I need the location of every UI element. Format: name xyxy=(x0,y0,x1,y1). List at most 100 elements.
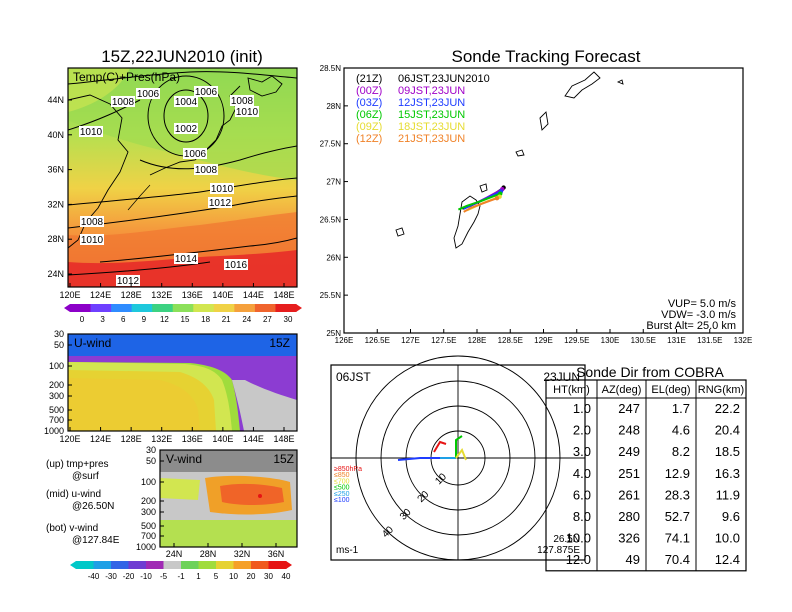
polar-height-legend-item: ≥850hPa xyxy=(334,466,362,473)
polar-height-legend-item: ≤700 xyxy=(334,478,350,485)
table-cell: 22.2 xyxy=(715,401,740,416)
u-x-tick-label: 144E xyxy=(243,434,264,444)
trajectory-line xyxy=(463,197,498,213)
colorbar-swatch xyxy=(233,561,252,569)
sonde-table-title: Sonde Dir from COBRA xyxy=(576,364,724,380)
isobar-label: 1002 xyxy=(175,124,198,135)
table-cell: 18.5 xyxy=(715,444,740,459)
table-cell: 326 xyxy=(618,531,640,546)
table-cell: 10.0 xyxy=(566,531,591,546)
temp-y-tick-label: 24N xyxy=(47,269,64,279)
table-cell: 12.0 xyxy=(566,552,591,567)
tracking-panel: Sonde Tracking Forecast (21Z) 06JST,23JUN… xyxy=(320,47,753,345)
colorbar-swatch xyxy=(181,561,199,569)
temp-x-tick-label: 128E xyxy=(121,290,142,300)
u-x-tick-label: 148E xyxy=(273,434,294,444)
legend-time: 09JST,23JUN xyxy=(398,85,465,97)
isobar-label: 1004 xyxy=(175,97,198,108)
colorbar-swatch xyxy=(275,304,297,312)
colorbar-swatch xyxy=(90,304,112,312)
colorbar-swatch xyxy=(111,561,129,569)
temp-x-tick-label: 120E xyxy=(59,290,80,300)
table-header-cell: HT(km) xyxy=(553,384,590,396)
track-x-tick-label: 126E xyxy=(335,336,354,345)
v-y-tick-label: 200 xyxy=(141,496,156,506)
colorbar-swatch xyxy=(128,561,147,569)
polar-unit: ms-1 xyxy=(336,545,359,556)
legend-code: (21Z) xyxy=(356,73,382,85)
colorbar-tick-label: 18 xyxy=(201,315,210,324)
v-x-tick-label: 28N xyxy=(200,549,217,559)
track-y-tick-label: 26N xyxy=(326,253,341,262)
polar-time-left: 06JST xyxy=(336,370,371,384)
sonde-table-panel: Sonde Dir from COBRA HT(km) AZ(deg) EL(deg… xyxy=(545,364,747,572)
temp-colorbar: 0 3 6 9 12 15 18 21 24 27 30 xyxy=(64,304,302,324)
isobar-label: 1010 xyxy=(236,107,259,118)
colorbar-tick-label: 15 xyxy=(181,315,190,324)
table-cell: 4.0 xyxy=(573,466,591,481)
temp-map-frame xyxy=(67,67,298,288)
u-x-tick-label: 132E xyxy=(151,434,172,444)
polar-rings xyxy=(331,355,585,561)
u-y-tick-label: 200 xyxy=(49,380,64,390)
tracking-frame xyxy=(343,67,744,334)
isobar-label-box xyxy=(194,86,218,97)
track-x-tick-label: 127.5E xyxy=(431,336,456,345)
isobar-label-box xyxy=(235,106,259,117)
isobar-label: 1010 xyxy=(80,127,103,138)
u-x-tick-label: 136E xyxy=(182,434,203,444)
colorbar-tick-label: -1 xyxy=(177,572,185,581)
legend-time: 21JST,23JUN xyxy=(398,133,465,145)
colorbar-swatch xyxy=(70,304,92,312)
track-y-tick-label: 28N xyxy=(326,102,341,111)
colorbar-tick-label: -5 xyxy=(160,572,168,581)
table-cell: 74.1 xyxy=(665,531,690,546)
note-line2: @26.50N xyxy=(72,501,114,512)
polar-location-lon: 127.875E xyxy=(537,545,580,556)
table-cell: 11.9 xyxy=(716,487,740,502)
temp-x-tick-label: 136E xyxy=(182,290,203,300)
panel-legend-notes: (up) tmp+pres@surf (mid) u-wind@26.50N (bo… xyxy=(46,459,120,546)
v-wind-time: 15Z xyxy=(273,452,294,466)
isobar-label: 1012 xyxy=(209,198,232,209)
temp-y-tick-label: 36N xyxy=(47,165,64,175)
colorbar-tick-label: 30 xyxy=(284,315,293,324)
polar-hodograph xyxy=(397,435,467,461)
colorbar-swatch xyxy=(76,561,94,569)
v-wind-label: V-wind xyxy=(166,452,202,466)
u-y-tick-label: 500 xyxy=(49,405,64,415)
polar-height-legend-item: ≤100 xyxy=(334,497,350,504)
isobar-label: 1012 xyxy=(117,276,140,287)
colorbar-end xyxy=(286,561,292,569)
isobar-label-box xyxy=(174,123,198,134)
colorbar-swatch xyxy=(254,304,276,312)
isobar-label-box xyxy=(111,96,135,107)
table-cell: 280 xyxy=(618,509,640,524)
colorbar-tick-label: 6 xyxy=(121,315,126,324)
colorbar-swatch xyxy=(268,561,287,569)
table-cell: 8.2 xyxy=(672,444,690,459)
v-x-tick-label: 32N xyxy=(234,549,251,559)
colorbar-tick-label: 5 xyxy=(214,572,219,581)
v-y-tick-label: 1000 xyxy=(136,542,156,552)
isobar-label-box xyxy=(194,164,218,175)
isobar-label-box xyxy=(136,88,160,99)
v-y-tick-label: 500 xyxy=(141,521,156,531)
legend-code: (12Z) xyxy=(356,133,382,145)
isobar-label: 1006 xyxy=(137,89,160,100)
table-cell: 3.0 xyxy=(573,444,591,459)
note-line2: @surf xyxy=(72,471,99,482)
v-y-tick-label: 300 xyxy=(141,507,156,517)
isobar-label-box xyxy=(224,259,248,270)
colorbar-tick-label: 10 xyxy=(229,572,238,581)
legend-time: 06JST,23JUN2010 xyxy=(398,73,490,85)
legend-code: (00Z) xyxy=(356,85,382,97)
colorbar-tick-label: -30 xyxy=(105,572,117,581)
temp-y-tick-label: 40N xyxy=(47,130,64,140)
sonde-table: HT(km) AZ(deg) EL(deg) RNG(km) 1.0 247 1.7 22.2… xyxy=(545,379,747,572)
tracking-param: Burst Alt= 25.0 km xyxy=(646,320,736,332)
